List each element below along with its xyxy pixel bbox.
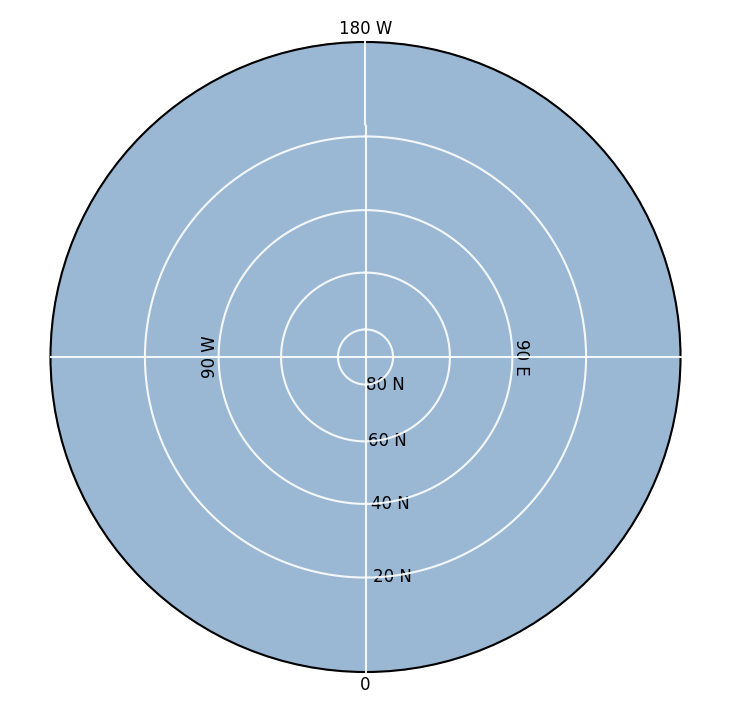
- Text: 60 N: 60 N: [368, 433, 407, 451]
- Circle shape: [50, 42, 681, 672]
- Text: 180 W: 180 W: [338, 19, 393, 38]
- Text: 20 N: 20 N: [374, 568, 412, 586]
- Text: 90 W: 90 W: [201, 336, 219, 378]
- Text: 0: 0: [360, 676, 371, 695]
- Text: 40 N: 40 N: [371, 495, 409, 513]
- Text: 90 E: 90 E: [512, 338, 530, 376]
- Text: 80 N: 80 N: [366, 376, 405, 393]
